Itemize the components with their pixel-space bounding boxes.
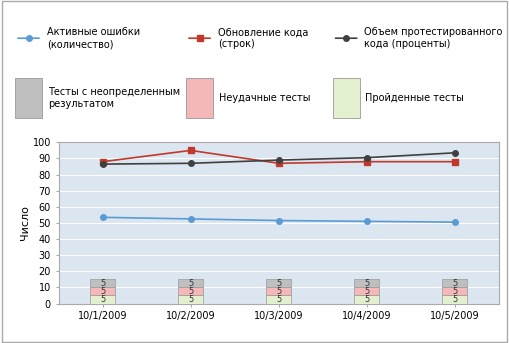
Bar <box>90 279 115 287</box>
Text: Неудачные тесты: Неудачные тесты <box>219 93 310 103</box>
Bar <box>186 78 213 118</box>
Text: 5: 5 <box>276 287 281 296</box>
Text: Пройденные тесты: Пройденные тесты <box>365 93 464 103</box>
Text: 5: 5 <box>364 295 370 304</box>
Bar <box>15 78 42 118</box>
Bar <box>266 296 291 304</box>
Bar <box>354 279 379 287</box>
Bar <box>354 287 379 296</box>
Text: 5: 5 <box>452 287 458 296</box>
Text: 5: 5 <box>276 279 281 288</box>
Bar <box>442 287 467 296</box>
Text: 5: 5 <box>276 295 281 304</box>
Text: 5: 5 <box>452 295 458 304</box>
Bar <box>354 296 379 304</box>
Bar <box>178 287 203 296</box>
Text: 5: 5 <box>188 287 193 296</box>
Bar <box>266 279 291 287</box>
Bar <box>442 279 467 287</box>
Bar <box>90 287 115 296</box>
Bar <box>266 287 291 296</box>
Text: 5: 5 <box>364 287 370 296</box>
Text: Обновление кода
(строк): Обновление кода (строк) <box>218 27 308 49</box>
Text: Объем протестированного
кода (проценты): Объем протестированного кода (проценты) <box>364 27 503 49</box>
Bar <box>333 78 359 118</box>
Y-axis label: Число: Число <box>20 205 30 240</box>
Text: 5: 5 <box>364 279 370 288</box>
Bar <box>442 296 467 304</box>
Text: 5: 5 <box>100 279 105 288</box>
Text: 5: 5 <box>100 287 105 296</box>
Text: 5: 5 <box>188 295 193 304</box>
Text: 5: 5 <box>452 279 458 288</box>
Text: 5: 5 <box>100 295 105 304</box>
Text: Тесты с неопределенным
результатом: Тесты с неопределенным результатом <box>48 87 180 109</box>
Bar <box>178 296 203 304</box>
Bar <box>178 279 203 287</box>
Bar <box>90 296 115 304</box>
Text: Активные ошибки
(количество): Активные ошибки (количество) <box>47 27 140 49</box>
Text: 5: 5 <box>188 279 193 288</box>
